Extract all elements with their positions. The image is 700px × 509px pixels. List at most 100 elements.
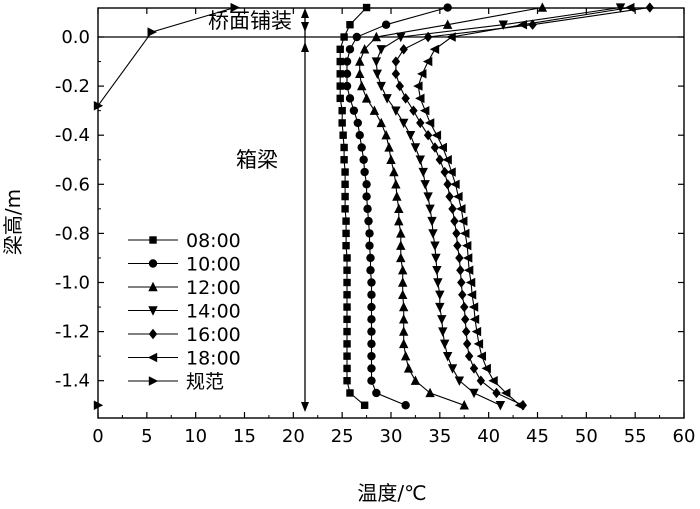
legend-marker [148, 259, 158, 268]
data-point [340, 156, 348, 164]
data-point [457, 277, 466, 288]
data-point [459, 400, 469, 410]
data-point [336, 45, 344, 53]
data-point [424, 118, 435, 128]
y-tick-label: -0.6 [55, 174, 90, 195]
data-point [343, 266, 351, 274]
data-point [452, 228, 461, 239]
data-point [367, 290, 376, 299]
data-point [398, 265, 408, 275]
data-point [460, 228, 470, 239]
x-tick-label: 55 [624, 426, 647, 447]
data-point [342, 69, 352, 79]
data-point [366, 253, 375, 263]
data-point [345, 45, 355, 54]
data-point [447, 364, 458, 374]
data-point [425, 387, 435, 398]
data-point [381, 130, 391, 140]
data-point [469, 363, 479, 374]
data-point [367, 327, 376, 336]
series-line [375, 6, 621, 406]
x-tick-label: 60 [673, 426, 696, 447]
data-point [431, 130, 442, 140]
legend-entry: 12:00 [128, 277, 241, 299]
data-point [342, 81, 352, 91]
data-point [442, 155, 452, 165]
data-point [429, 44, 440, 54]
data-point [501, 388, 511, 398]
data-point [415, 155, 425, 165]
data-point [450, 215, 459, 227]
data-point [345, 94, 355, 103]
data-point [488, 376, 498, 386]
y-tick-label: -1.0 [55, 273, 90, 294]
data-point [423, 192, 433, 202]
series-4 [371, 3, 626, 411]
data-point [362, 192, 371, 201]
data-point [376, 45, 386, 55]
legend-label: 12:00 [186, 277, 241, 299]
legend-label: 16:00 [186, 324, 241, 346]
data-point [391, 56, 401, 67]
data-point [336, 94, 344, 103]
data-point [455, 252, 464, 264]
legend-label: 规范 [186, 371, 224, 393]
data-point [465, 277, 476, 288]
x-tick-label: 40 [477, 426, 500, 447]
data-point [476, 375, 486, 386]
x-tick-label: 0 [92, 426, 103, 447]
data-point [398, 289, 408, 299]
data-point [450, 179, 460, 189]
data-point [463, 265, 474, 275]
arrow-head-top [301, 8, 309, 18]
data-point [376, 117, 386, 128]
data-point [395, 80, 404, 92]
data-point [445, 191, 454, 202]
data-point [398, 338, 409, 349]
data-point [431, 253, 441, 264]
legend-label: 18:00 [186, 348, 241, 370]
data-point [415, 93, 425, 104]
data-point [336, 57, 344, 66]
data-point [394, 203, 404, 214]
legend-entry: 18:00 [128, 348, 241, 370]
legend-entry: 10:00 [128, 254, 241, 276]
data-point [413, 81, 423, 91]
data-point [353, 118, 362, 128]
data-point [365, 241, 374, 250]
data-point [364, 216, 373, 226]
data-point [338, 119, 346, 127]
data-point [391, 106, 401, 116]
data-point [396, 240, 406, 250]
data-point [343, 327, 351, 336]
x-tick-label: 30 [380, 426, 403, 447]
data-point [456, 265, 465, 276]
data-point [338, 106, 346, 115]
data-point [468, 302, 479, 312]
data-point [433, 278, 443, 288]
data-point [440, 339, 450, 350]
data-point [498, 20, 509, 30]
series-6 [413, 2, 635, 410]
legend-marker [148, 376, 159, 386]
series-1 [336, 3, 371, 409]
data-point [481, 363, 491, 374]
data-point [401, 401, 410, 410]
data-point [495, 401, 506, 411]
data-point [448, 203, 457, 215]
data-point [442, 19, 453, 29]
x-tick-label: 10 [184, 426, 207, 447]
data-point [476, 351, 487, 361]
data-point [372, 388, 381, 398]
data-point [416, 117, 425, 129]
data-point [398, 314, 409, 324]
data-point [464, 350, 474, 362]
data-point [399, 44, 408, 55]
data-point [343, 315, 351, 324]
data-point [391, 179, 401, 189]
data-point [442, 351, 453, 362]
data-point [443, 179, 452, 190]
data-point [410, 143, 421, 153]
x-tick-label: 35 [428, 426, 451, 447]
